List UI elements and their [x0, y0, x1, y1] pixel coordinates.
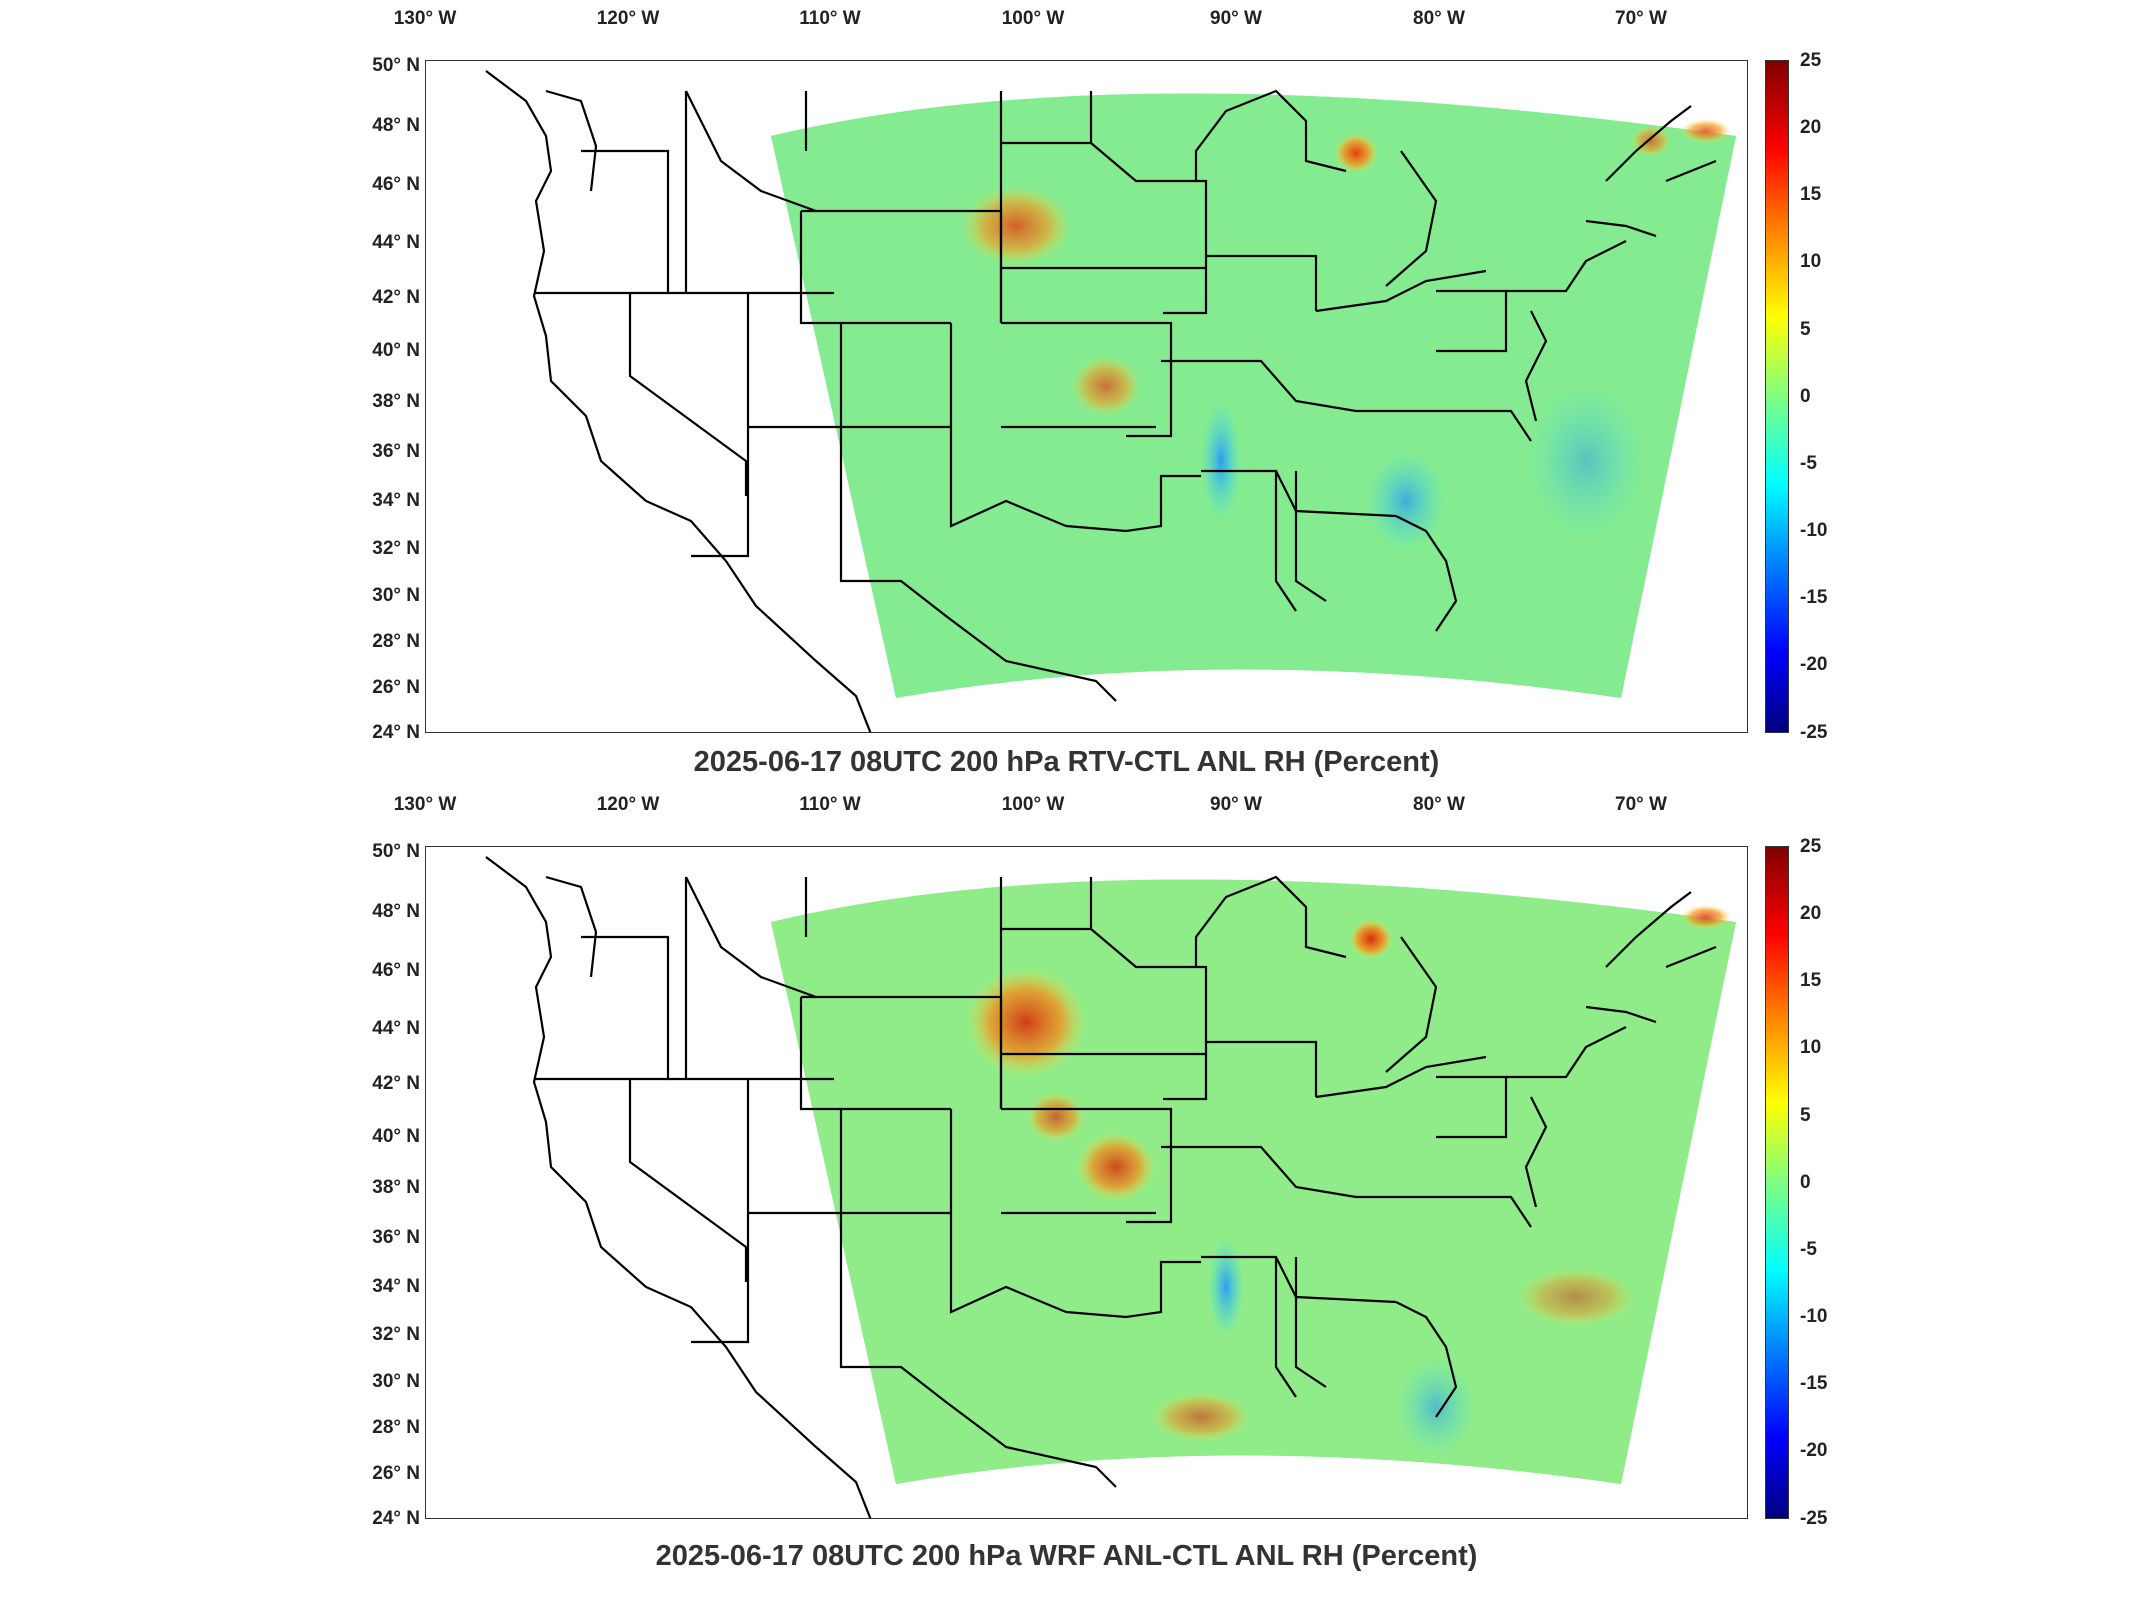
- colorbar-tick: 25: [1800, 836, 1822, 857]
- lat-label: 34° N: [372, 490, 420, 511]
- hotspot: [1151, 1392, 1251, 1442]
- panel-wrf-anl-ctl: 130° W 120° W 110° W 100° W 90° W 80° W …: [0, 790, 2133, 1600]
- hotspot: [1334, 133, 1378, 173]
- map-borders: [485, 856, 1717, 1518]
- lat-label: 24° N: [372, 1508, 420, 1529]
- lat-label: 32° N: [372, 538, 420, 559]
- lon-label: 90° W: [1210, 794, 1262, 815]
- lat-label: 30° N: [372, 585, 420, 606]
- panel-title: 2025-06-17 08UTC 200 hPa WRF ANL-CTL ANL…: [655, 1540, 1478, 1572]
- colorbar-tick: 15: [1800, 184, 1822, 205]
- hotspot: [1076, 1132, 1156, 1202]
- coolspot: [1366, 451, 1446, 551]
- lon-label: 120° W: [596, 8, 660, 29]
- colorbar: [1765, 846, 1789, 1519]
- colorbar-tick: -5: [1800, 1239, 1817, 1260]
- longitude-labels: 130° W 120° W 110° W 100° W 90° W 80° W …: [0, 8, 2133, 38]
- lon-label: 110° W: [799, 8, 861, 29]
- data-field-overlay: [771, 879, 1736, 1484]
- map-svg: [485, 856, 1736, 1518]
- lon-label: 90° W: [1210, 8, 1262, 29]
- colorbar-tick: 5: [1800, 319, 1811, 340]
- lat-label: 28° N: [372, 1417, 420, 1438]
- lat-label: 34° N: [372, 1276, 420, 1297]
- lat-label: 50° N: [372, 55, 420, 76]
- hotspot: [1681, 119, 1731, 143]
- colorbar-tick: 20: [1800, 117, 1822, 138]
- colorbar-tick: -10: [1800, 1306, 1828, 1327]
- lat-label: 26° N: [372, 1463, 420, 1484]
- lat-label: 44° N: [372, 232, 420, 253]
- colorbar: [1765, 60, 1789, 733]
- lon-label: 100° W: [1001, 794, 1065, 815]
- coolspot: [1208, 1237, 1244, 1337]
- colorbar-tick: 10: [1800, 1037, 1822, 1058]
- lat-label: 42° N: [372, 287, 420, 308]
- colorbar-tick: -25: [1800, 722, 1828, 743]
- colorbar-tick: -10: [1800, 520, 1828, 541]
- hotspot: [1349, 919, 1393, 959]
- lat-label: 48° N: [372, 901, 420, 922]
- panel-rtv-ctl: 130° W 120° W 110° W 100° W 90° W 80° W …: [0, 0, 2133, 790]
- colorbar-tick: -25: [1800, 1508, 1828, 1529]
- colorbar-tick: -15: [1800, 587, 1828, 608]
- colorbar-tick: -20: [1800, 1440, 1828, 1461]
- coolspot: [1396, 1357, 1476, 1457]
- lat-label: 40° N: [372, 340, 420, 361]
- lat-label: 30° N: [372, 1371, 420, 1392]
- hotspot: [1026, 1092, 1086, 1142]
- lat-label: 36° N: [372, 1227, 420, 1248]
- hotspot: [961, 186, 1071, 266]
- map-borders: [485, 70, 1717, 732]
- lon-label: 130° W: [393, 794, 457, 815]
- colorbar-tick: 20: [1800, 903, 1822, 924]
- colorbar-tick: -15: [1800, 1373, 1828, 1394]
- hotspot: [1516, 1267, 1636, 1327]
- colorbar-tick: 15: [1800, 970, 1822, 991]
- colorbar-tick: 25: [1800, 50, 1822, 71]
- colorbar-tick: 0: [1800, 386, 1811, 407]
- lat-label: 42° N: [372, 1073, 420, 1094]
- lon-label: 70° W: [1615, 8, 1667, 29]
- map-plot: [425, 60, 1748, 733]
- lat-label: 38° N: [372, 1177, 420, 1198]
- lat-label: 40° N: [372, 1126, 420, 1147]
- lat-label: 28° N: [372, 631, 420, 652]
- lon-label: 110° W: [799, 794, 861, 815]
- lat-label: 46° N: [372, 174, 420, 195]
- lat-label: 48° N: [372, 115, 420, 136]
- hotspot: [1631, 125, 1671, 157]
- coolspot: [1526, 381, 1646, 541]
- lon-label: 100° W: [1001, 8, 1065, 29]
- lon-label: 80° W: [1413, 8, 1465, 29]
- lon-label: 70° W: [1615, 794, 1667, 815]
- map-svg: [485, 70, 1736, 732]
- lat-label: 24° N: [372, 722, 420, 743]
- lat-label: 32° N: [372, 1324, 420, 1345]
- longitude-labels: 130° W 120° W 110° W 100° W 90° W 80° W …: [0, 794, 2133, 824]
- colorbar-tick: -5: [1800, 453, 1817, 474]
- lat-label: 46° N: [372, 960, 420, 981]
- lon-label: 120° W: [596, 794, 660, 815]
- lat-label: 36° N: [372, 441, 420, 462]
- hotspot: [1071, 356, 1141, 416]
- lat-label: 38° N: [372, 391, 420, 412]
- colorbar-tick: 5: [1800, 1105, 1811, 1126]
- hotspot: [966, 967, 1086, 1077]
- colorbar-tick: 0: [1800, 1172, 1811, 1193]
- map-plot: [425, 846, 1748, 1519]
- colorbar-tick: -20: [1800, 654, 1828, 675]
- lat-label: 26° N: [372, 677, 420, 698]
- lon-label: 80° W: [1413, 794, 1465, 815]
- hotspot: [1681, 905, 1731, 929]
- lat-label: 44° N: [372, 1018, 420, 1039]
- lat-label: 50° N: [372, 841, 420, 862]
- coolspot: [1201, 401, 1241, 521]
- lon-label: 130° W: [393, 8, 457, 29]
- panel-title: 2025-06-17 08UTC 200 hPa RTV-CTL ANL RH …: [693, 746, 1440, 778]
- colorbar-tick: 10: [1800, 251, 1822, 272]
